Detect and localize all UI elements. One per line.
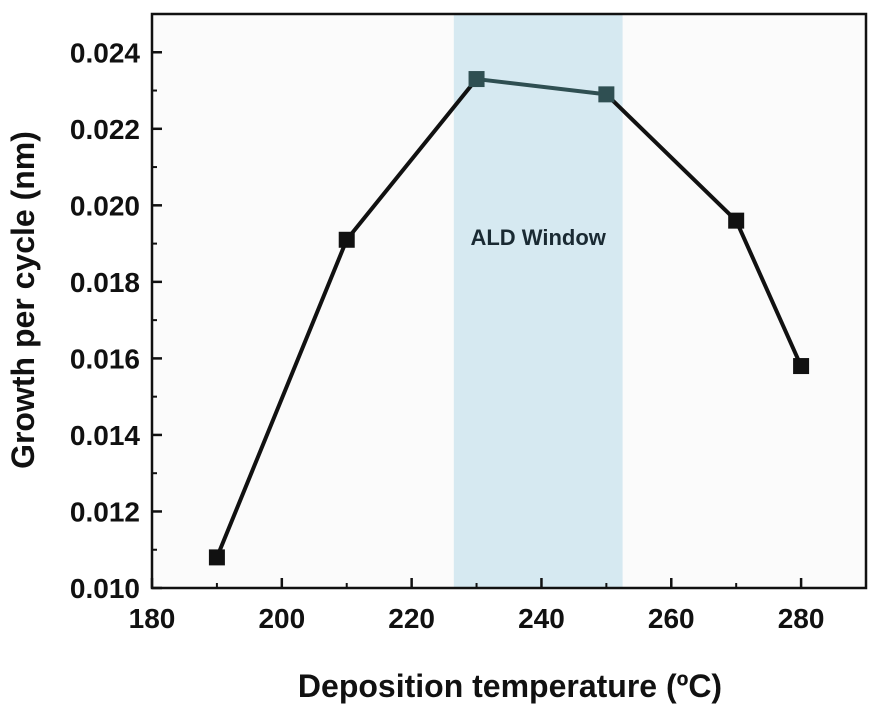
y-tick-label: 0.020 <box>70 190 140 221</box>
y-tick-label: 0.012 <box>70 496 140 527</box>
ald-window-layer <box>453 14 623 588</box>
y-axis-title: Growth per cycle (nm) <box>5 131 41 469</box>
data-point-marker <box>793 358 810 375</box>
x-tick-label: 180 <box>129 603 176 634</box>
series-line-segment <box>344 77 479 242</box>
x-tick-label: 200 <box>258 603 305 634</box>
data-point-marker <box>338 231 355 248</box>
x-axis: 180 200 220 240 260 280 <box>129 578 825 634</box>
y-tick-label: 0.024 <box>70 37 140 68</box>
y-tick-label: 0.010 <box>70 573 140 604</box>
y-tick-label: 0.014 <box>70 420 140 451</box>
ald-window-region <box>453 14 623 588</box>
x-axis-title: Deposition temperature (ºC) <box>298 668 722 704</box>
y-tick-label: 0.018 <box>70 267 140 298</box>
data-point-marker <box>598 86 615 103</box>
series-line-segment <box>474 77 609 97</box>
series-line-layer <box>214 77 804 560</box>
data-point-marker <box>208 549 225 566</box>
plot-frame <box>150 12 868 590</box>
data-point-marker <box>728 212 745 229</box>
series-line-segment <box>214 237 349 560</box>
y-tick-label: 0.022 <box>70 114 140 145</box>
ald-window-label: ALD Window <box>470 225 606 250</box>
x-tick-label: 220 <box>388 603 435 634</box>
y-tick-label: 0.016 <box>70 343 140 374</box>
series-line-segment <box>734 218 804 369</box>
x-tick-label: 260 <box>648 603 695 634</box>
series-marker-layer <box>208 71 810 566</box>
x-tick-label: 280 <box>778 603 825 634</box>
series-line-segment <box>604 92 739 223</box>
data-point-marker <box>468 71 485 88</box>
y-axis: 0.010 0.012 0.014 0.016 0.018 0.020 0.022 0.024 <box>70 37 162 604</box>
x-tick-label: 240 <box>518 603 565 634</box>
